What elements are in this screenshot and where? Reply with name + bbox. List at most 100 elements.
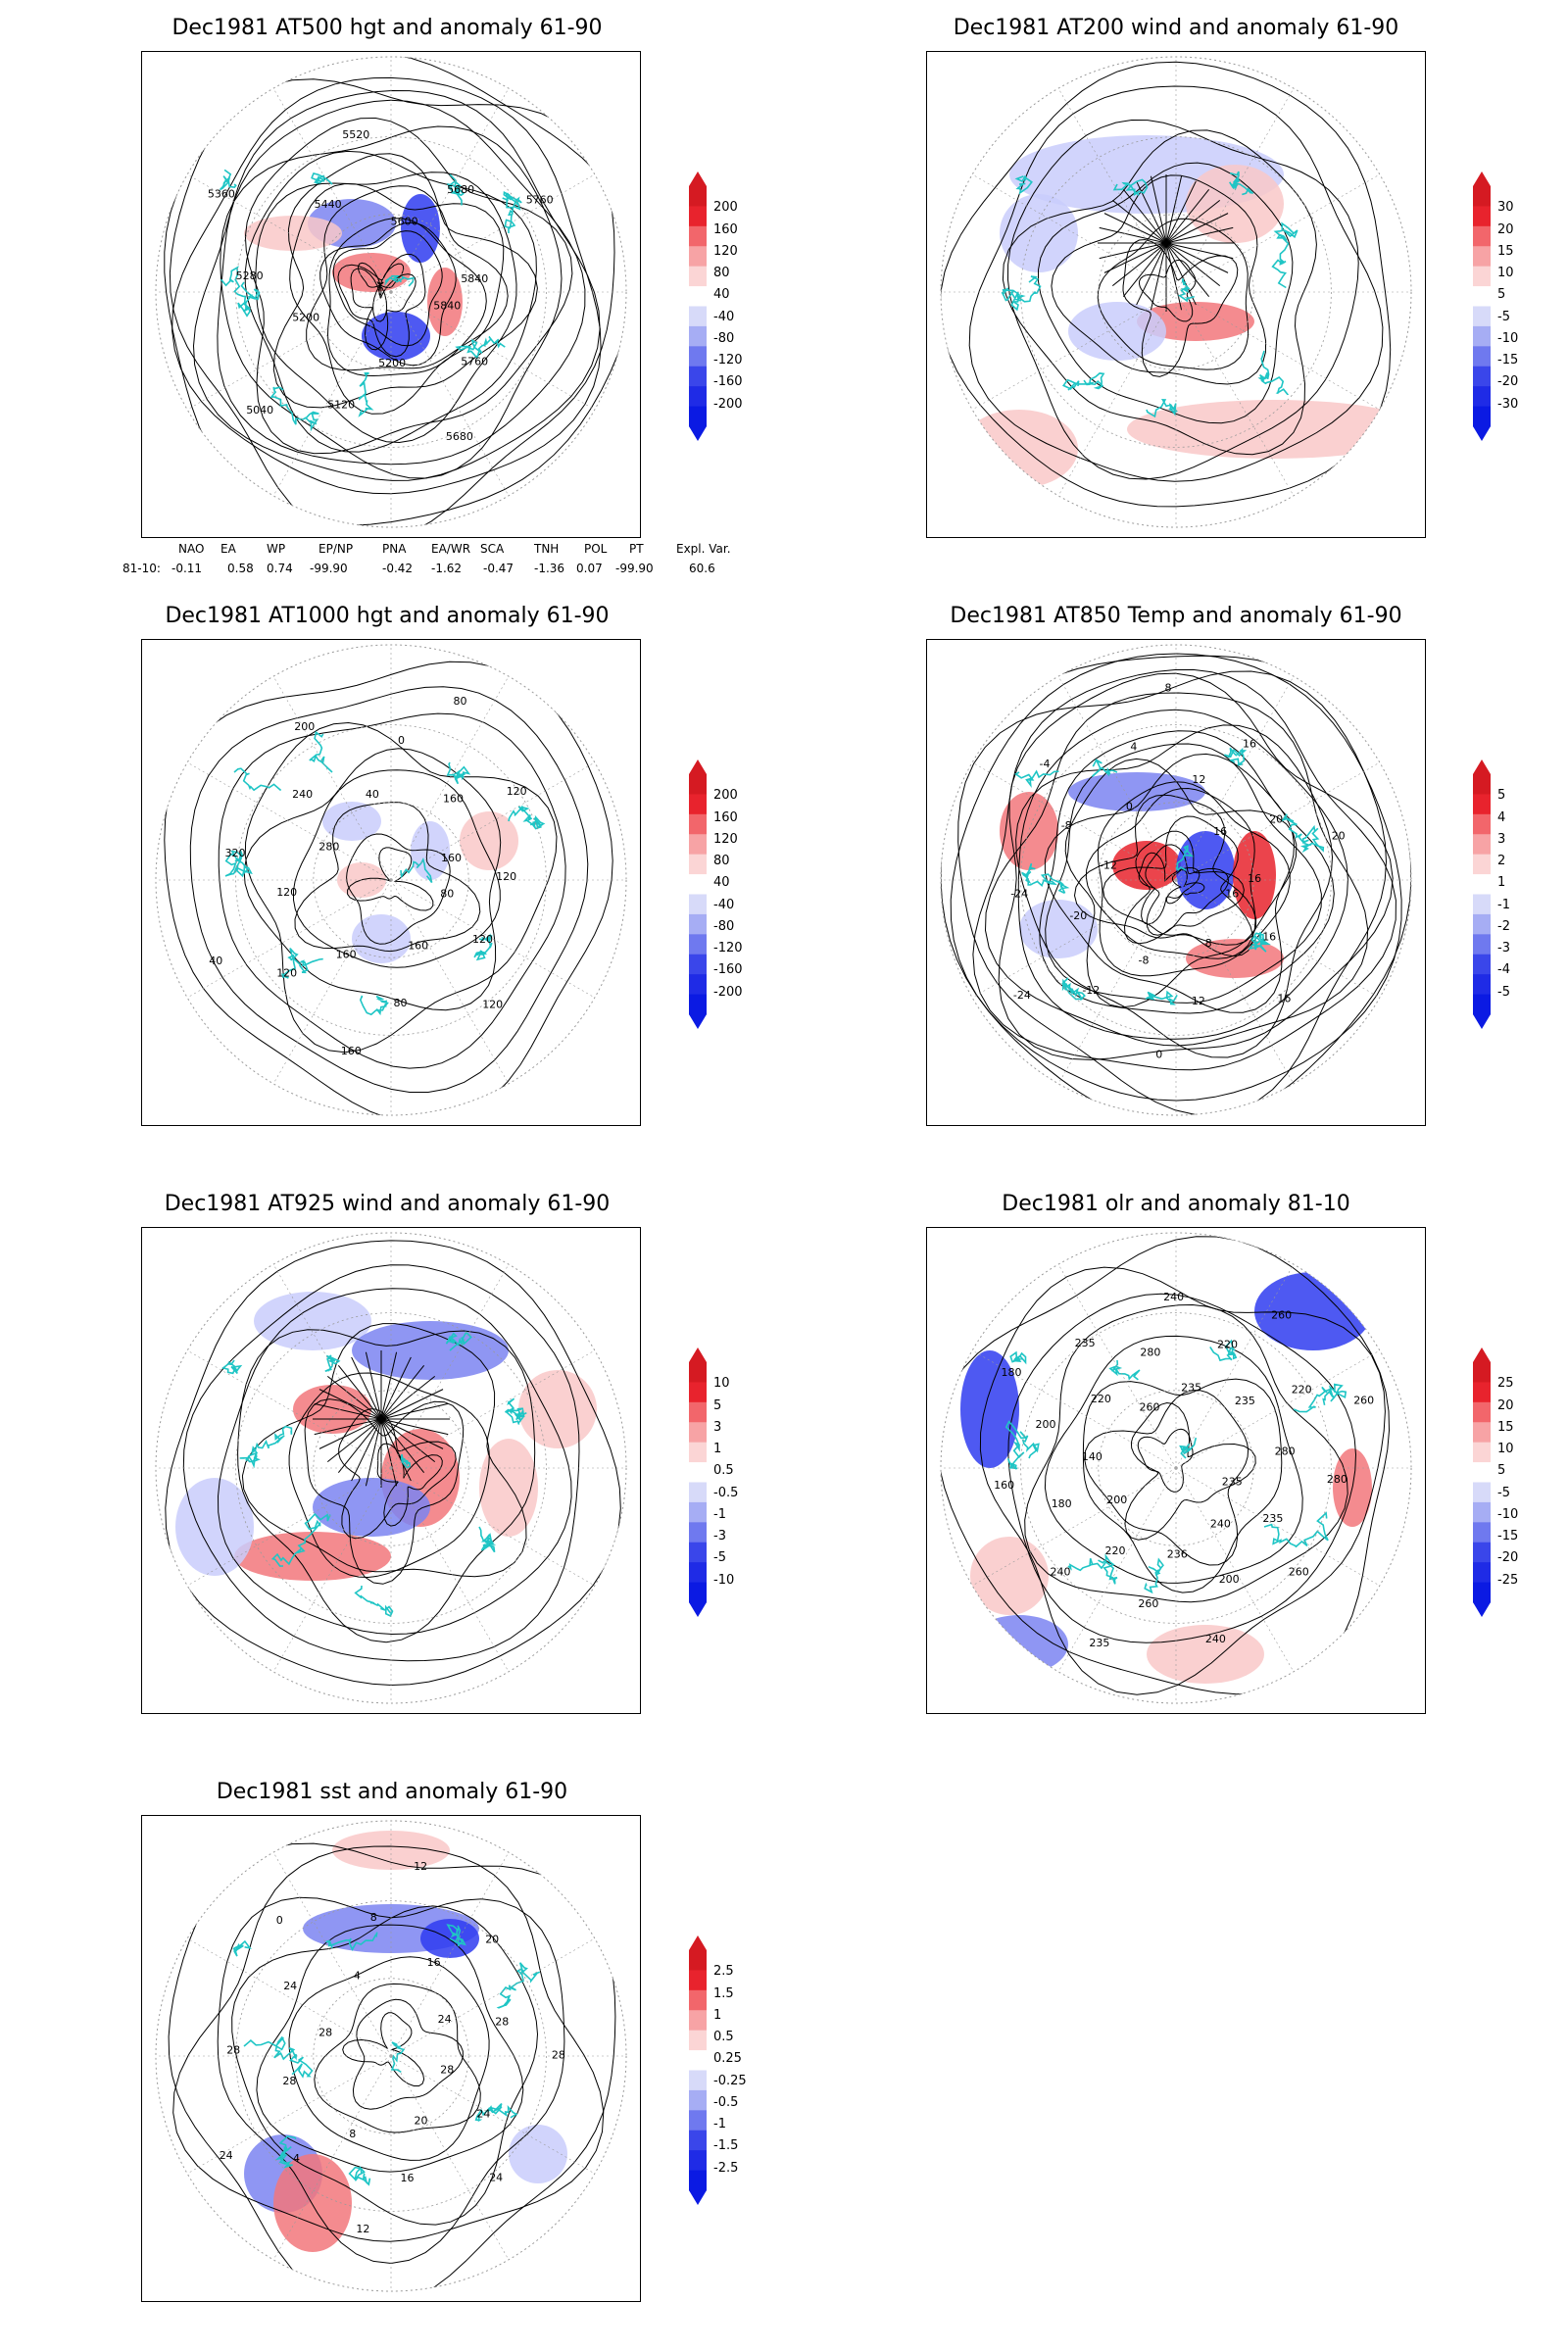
contour-label: 28 bbox=[226, 2044, 240, 2057]
contour-line bbox=[1123, 830, 1245, 945]
colorbar-swatch bbox=[1473, 186, 1491, 207]
colorbar-swatch bbox=[1473, 894, 1491, 915]
positive-anomaly bbox=[1112, 841, 1181, 890]
contour-line bbox=[294, 802, 481, 953]
contour-label: 120 bbox=[496, 870, 516, 883]
coastline bbox=[348, 2165, 371, 2186]
contour-line bbox=[968, 85, 1384, 482]
coastline bbox=[1112, 178, 1149, 197]
contour-label: 12 bbox=[414, 1860, 427, 1873]
colorbar-swatch bbox=[1473, 1382, 1491, 1403]
latitude-circle bbox=[313, 214, 469, 370]
contour-label: 0 bbox=[1155, 1049, 1162, 1061]
contour-line bbox=[342, 2012, 425, 2086]
panel-title: Dec1981 AT200 wind and anomaly 61-90 bbox=[953, 16, 1399, 40]
contour-line bbox=[1124, 1401, 1256, 1541]
contour-line bbox=[241, 1323, 527, 1578]
colorbar-label: 5 bbox=[713, 1397, 722, 1413]
colorbar-label: -10 bbox=[1497, 330, 1519, 346]
meridian bbox=[390, 291, 510, 496]
coastline bbox=[1009, 1350, 1027, 1365]
polar-map bbox=[155, 1232, 627, 1704]
positive-anomaly bbox=[1233, 831, 1276, 919]
meridian bbox=[390, 2055, 510, 2260]
colorbar-label: -25 bbox=[1497, 1572, 1519, 1588]
colorbar-swatch bbox=[689, 834, 707, 856]
contour-line bbox=[972, 668, 1396, 1071]
coastline bbox=[1067, 1553, 1118, 1585]
contour-label: 260 bbox=[1271, 1308, 1292, 1321]
streamline bbox=[1122, 188, 1167, 244]
colorbar-bar bbox=[689, 1348, 707, 1617]
colorbar-swatch bbox=[689, 954, 707, 975]
colorbar-swatch bbox=[1473, 325, 1491, 347]
colorbar-swatch bbox=[689, 794, 707, 815]
colorbar-swatch bbox=[689, 186, 707, 207]
coastline bbox=[1108, 1359, 1141, 1381]
colorbar-swatch bbox=[689, 386, 707, 408]
streamline bbox=[1165, 242, 1221, 287]
negative-anomaly bbox=[322, 802, 381, 841]
contour-line bbox=[1085, 787, 1256, 959]
meridian bbox=[390, 1937, 595, 2057]
streamline bbox=[351, 1356, 382, 1420]
contour-line bbox=[1145, 844, 1230, 936]
colorbar-bottom-arrow bbox=[689, 426, 707, 441]
contour-label: 200 bbox=[1036, 1418, 1056, 1431]
coastlines bbox=[220, 1331, 527, 1617]
contour-line bbox=[1102, 815, 1253, 957]
contour-line bbox=[1015, 724, 1334, 1058]
latitude-circle bbox=[235, 136, 547, 448]
positive-anomaly bbox=[1186, 165, 1284, 243]
contour-line bbox=[1044, 753, 1296, 1013]
teleconnection-index-name: PNA bbox=[382, 542, 407, 556]
coastline bbox=[325, 1932, 378, 1951]
colorbar-bottom-arrow bbox=[689, 1014, 707, 1029]
coastline bbox=[496, 1962, 541, 2009]
contour-label: 5120 bbox=[327, 399, 355, 412]
contour-label: -24 bbox=[1013, 989, 1031, 1002]
colorbar-top-arrow bbox=[689, 1936, 707, 1950]
colorbar-swatch bbox=[689, 406, 707, 427]
teleconnection-value: -1.62 bbox=[431, 562, 463, 575]
streamline bbox=[326, 1375, 382, 1420]
contour-line bbox=[1165, 869, 1205, 905]
teleconnection-index-name: EA/WR bbox=[431, 542, 471, 556]
contour-label: 5600 bbox=[391, 215, 418, 227]
colorbar-swatch bbox=[1473, 913, 1491, 935]
coastline bbox=[232, 1939, 252, 1957]
contour-line bbox=[243, 748, 502, 1011]
coastline bbox=[1091, 759, 1118, 778]
contour-label: 120 bbox=[276, 886, 297, 899]
colorbar-label: 80 bbox=[713, 854, 730, 869]
colorbar-label: -1 bbox=[713, 1506, 726, 1522]
colorbar-swatch bbox=[1473, 1542, 1491, 1563]
colorbar-top-arrow bbox=[689, 760, 707, 774]
streamline bbox=[1165, 226, 1234, 244]
contour-label: 5200 bbox=[292, 312, 319, 324]
teleconnection-value: 0.07 bbox=[576, 562, 603, 575]
streamline bbox=[351, 1418, 382, 1482]
coastline bbox=[311, 172, 333, 185]
teleconnection-row-label: 81-10: bbox=[122, 562, 161, 575]
coastline bbox=[239, 1425, 293, 1469]
contour-label: 200 bbox=[1219, 1573, 1240, 1586]
meridian bbox=[390, 88, 510, 293]
contour-line bbox=[352, 1998, 464, 2110]
contour-label: 5200 bbox=[378, 357, 406, 369]
contour-label: 0 bbox=[398, 734, 405, 747]
colorbar-swatch bbox=[689, 206, 707, 227]
meridian bbox=[1057, 1264, 1177, 1469]
contour-label: 5840 bbox=[433, 300, 461, 313]
contour-line bbox=[1122, 238, 1239, 377]
coastline bbox=[224, 850, 253, 878]
contour-label: 4 bbox=[1130, 741, 1137, 754]
streamline bbox=[365, 1351, 382, 1420]
map-content bbox=[156, 645, 626, 1115]
coastline bbox=[508, 805, 546, 830]
contour-line bbox=[957, 670, 1388, 1115]
colorbar-top-arrow bbox=[689, 172, 707, 186]
contour-label: 24 bbox=[220, 2149, 233, 2162]
colorbar-swatch bbox=[689, 1950, 707, 1971]
contour-label: 235 bbox=[1262, 1512, 1283, 1525]
